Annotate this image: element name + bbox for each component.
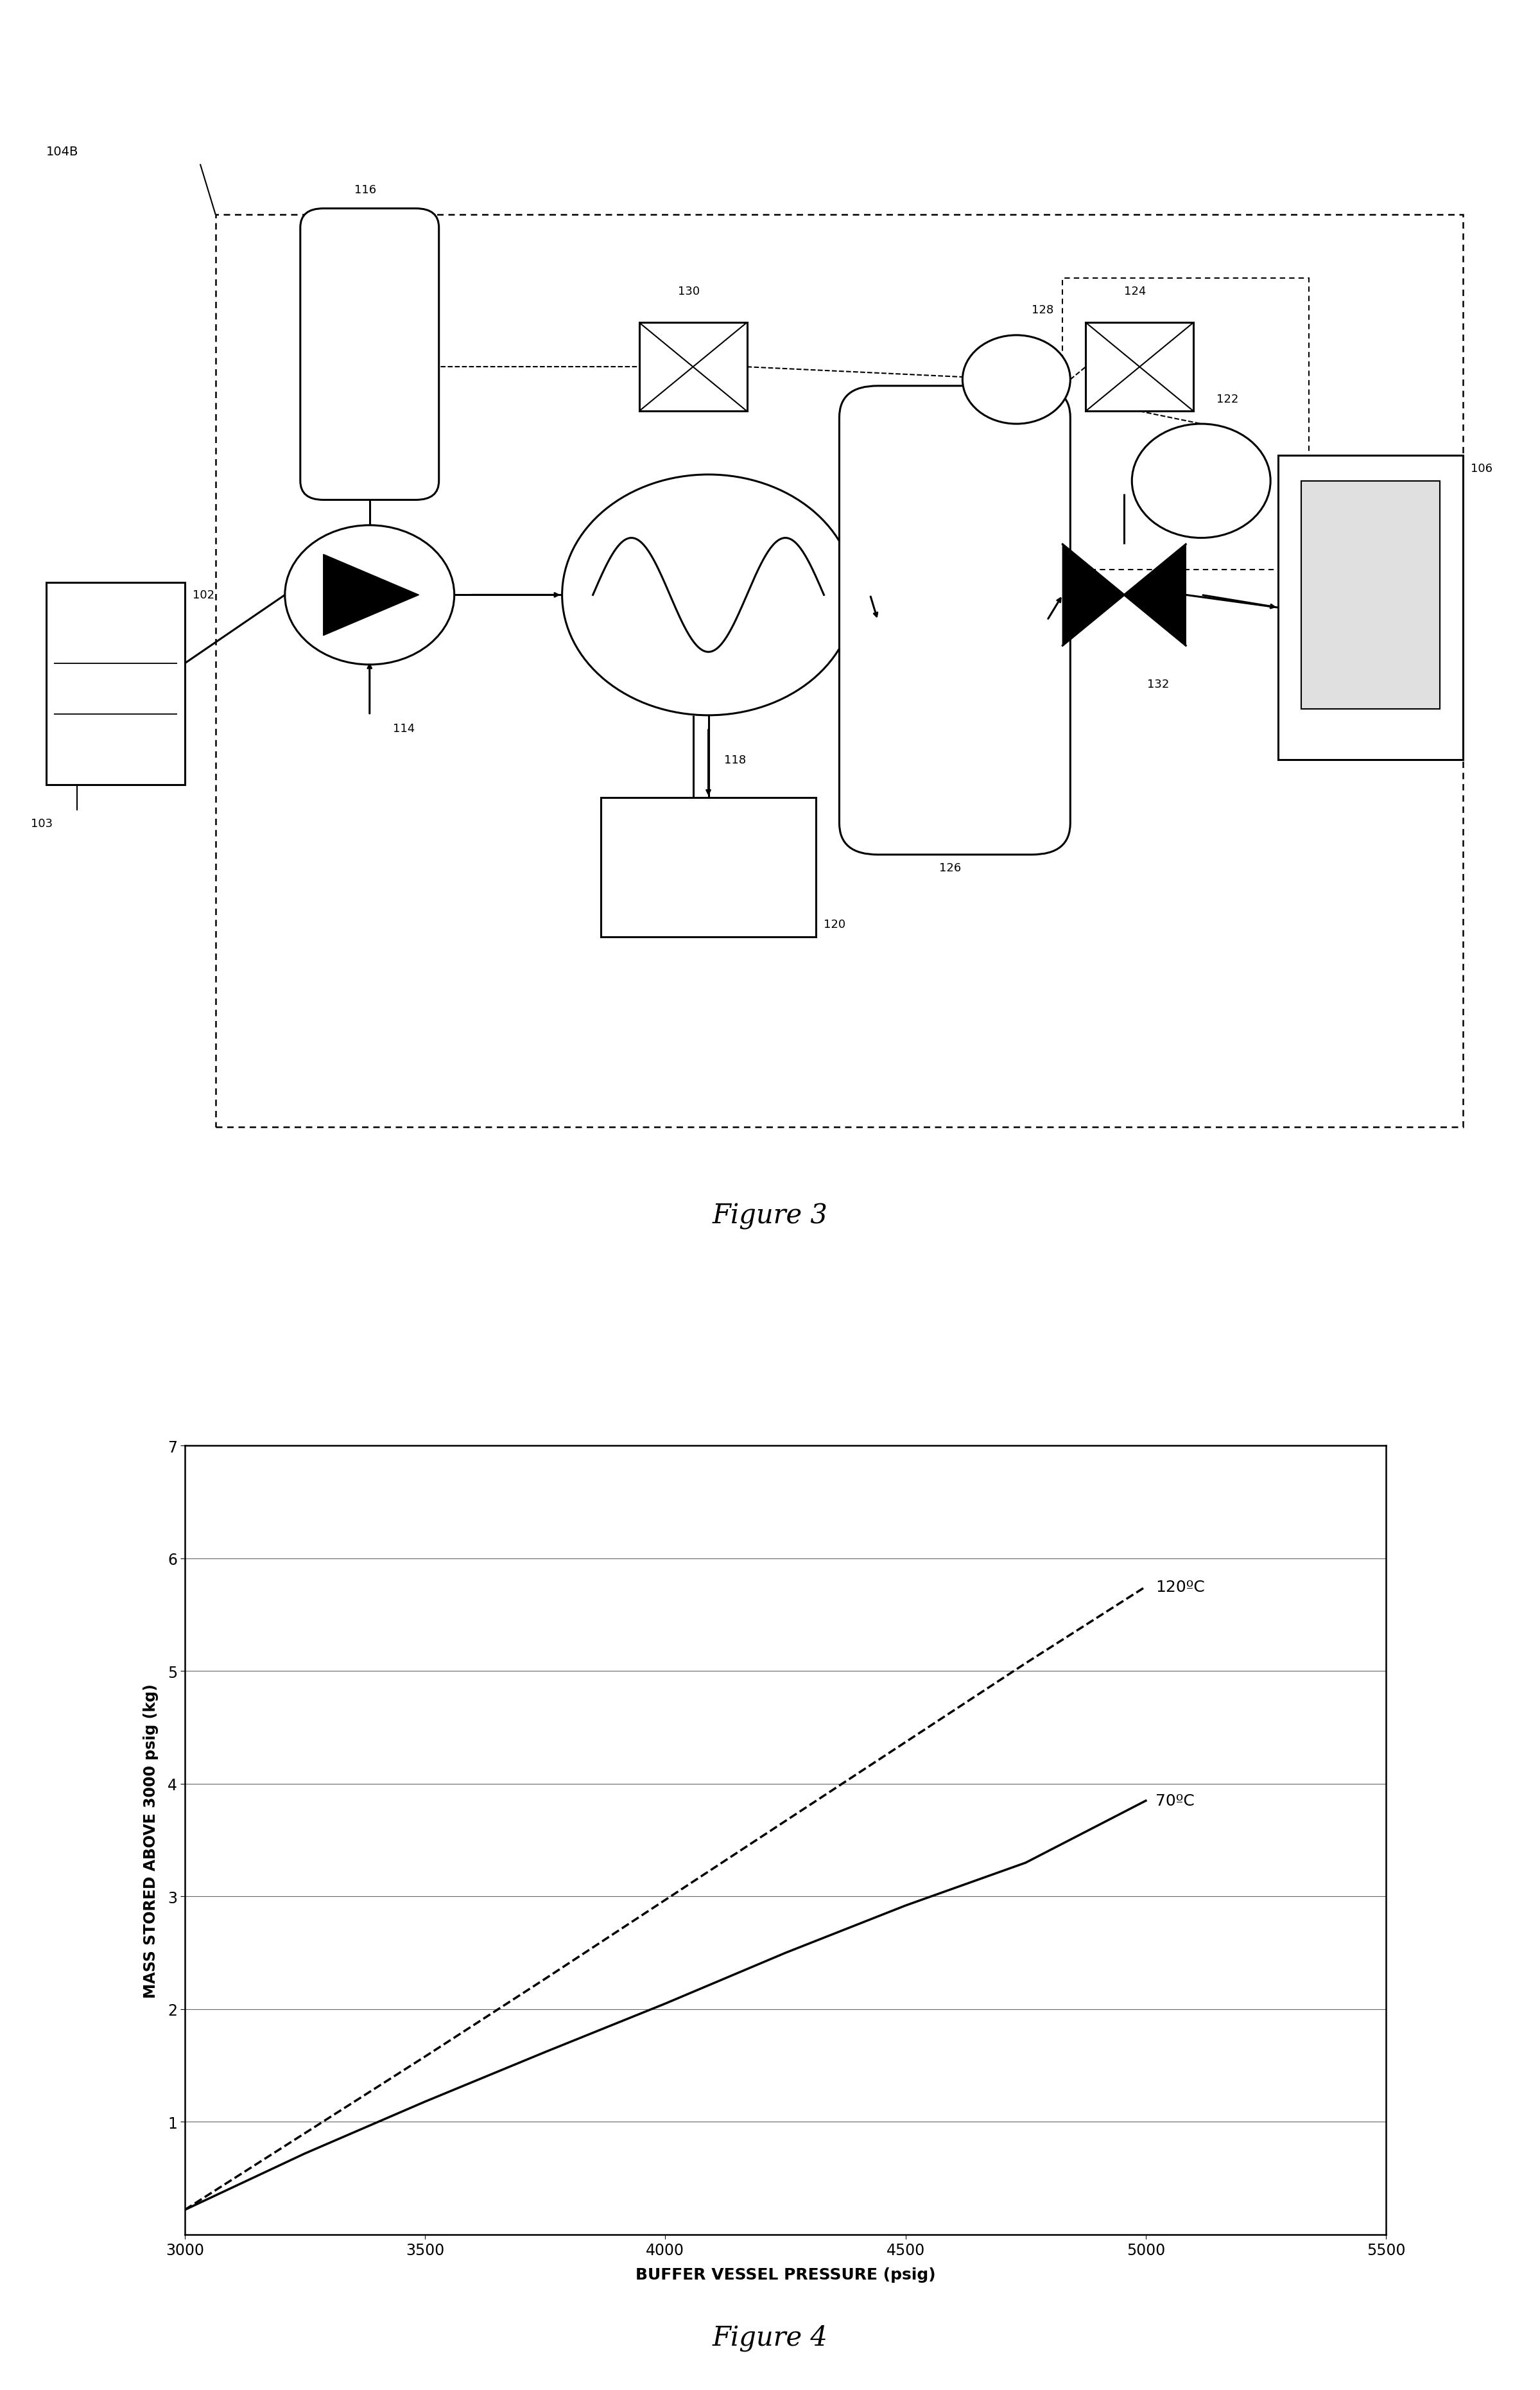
- X-axis label: BUFFER VESSEL PRESSURE (psig): BUFFER VESSEL PRESSURE (psig): [636, 2266, 935, 2282]
- Text: 120ºC: 120ºC: [1155, 1580, 1204, 1594]
- FancyBboxPatch shape: [300, 208, 439, 500]
- Text: 106: 106: [1471, 464, 1492, 476]
- Text: 70ºC: 70ºC: [1155, 1792, 1195, 1809]
- Y-axis label: MASS STORED ABOVE 3000 psig (kg): MASS STORED ABOVE 3000 psig (kg): [143, 1683, 159, 1998]
- Text: 124: 124: [1124, 284, 1146, 296]
- Circle shape: [1132, 425, 1270, 538]
- Circle shape: [962, 335, 1070, 425]
- Text: Figure 3: Figure 3: [713, 1202, 827, 1228]
- Text: 104B: 104B: [46, 146, 79, 158]
- Text: 116: 116: [354, 184, 376, 196]
- Text: 118: 118: [724, 755, 745, 765]
- Polygon shape: [323, 554, 419, 636]
- FancyBboxPatch shape: [839, 387, 1070, 856]
- Text: 122: 122: [1217, 394, 1238, 404]
- Circle shape: [285, 526, 454, 664]
- Circle shape: [562, 476, 855, 715]
- Text: 126: 126: [939, 863, 961, 872]
- Polygon shape: [1063, 545, 1124, 645]
- Bar: [1278, 456, 1463, 760]
- Bar: [639, 323, 747, 411]
- Bar: [216, 215, 1463, 1128]
- Bar: [1301, 480, 1440, 710]
- Bar: [1063, 280, 1309, 571]
- Text: 102: 102: [192, 590, 214, 602]
- Text: 120: 120: [824, 918, 845, 930]
- Text: 130: 130: [678, 284, 699, 296]
- Bar: [1086, 323, 1193, 411]
- Text: 114: 114: [393, 722, 414, 734]
- Bar: [601, 798, 816, 937]
- Text: 132: 132: [1147, 679, 1169, 691]
- Text: Figure 4: Figure 4: [713, 2323, 827, 2352]
- Bar: [46, 583, 185, 786]
- Text: 128: 128: [1032, 304, 1053, 315]
- Polygon shape: [1124, 545, 1186, 645]
- Text: 103: 103: [31, 817, 52, 829]
